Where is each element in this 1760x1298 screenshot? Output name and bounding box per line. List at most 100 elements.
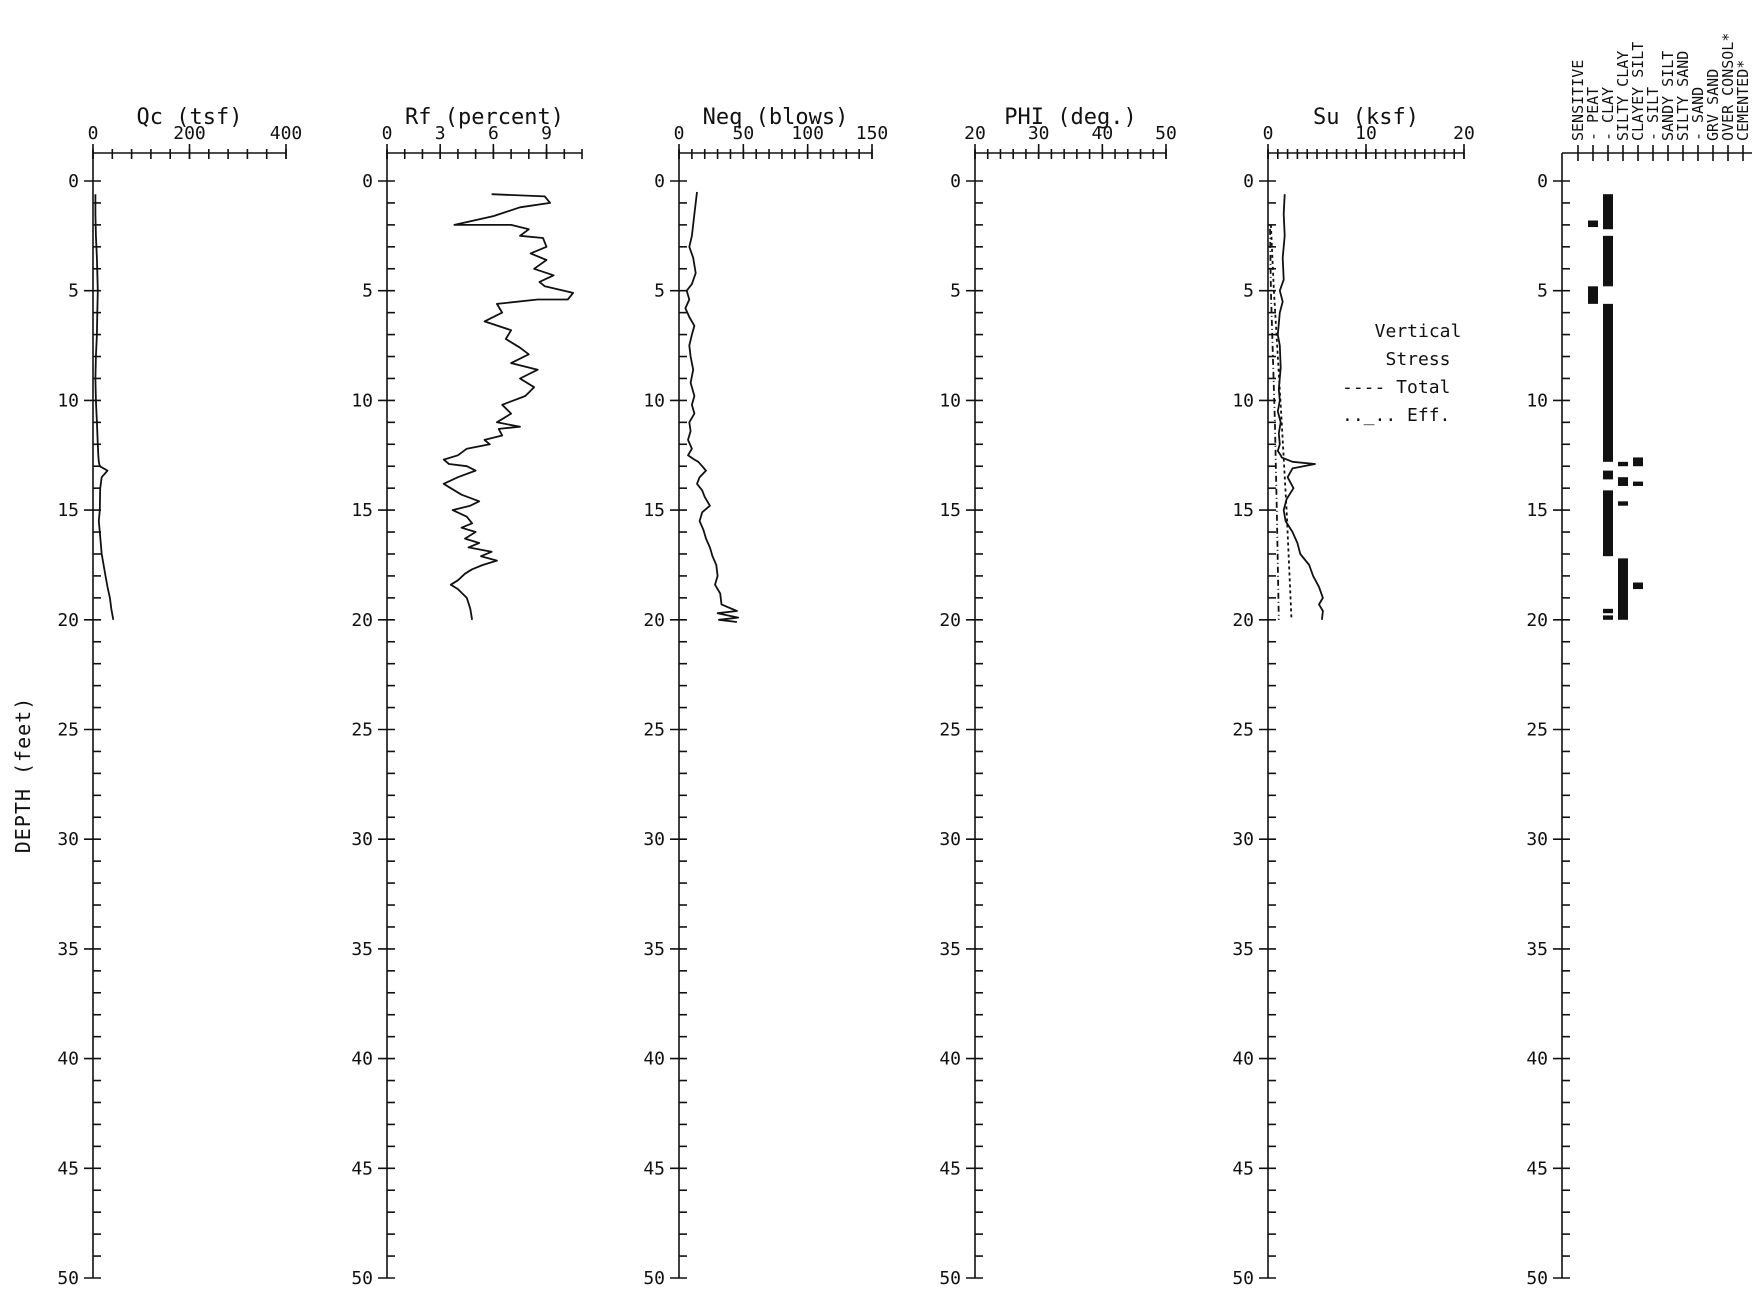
value-tick-label: 400 bbox=[270, 123, 303, 144]
depth-tick-label: 40 bbox=[351, 1049, 373, 1070]
depth-tick-label: 50 bbox=[643, 1268, 665, 1289]
value-tick-label: 50 bbox=[732, 123, 754, 144]
value-tick-label: 100 bbox=[791, 123, 824, 144]
panel-title: Qc (tsf) bbox=[137, 105, 243, 130]
depth-tick-label: 35 bbox=[351, 939, 373, 960]
legend-entry-total: ---- Total bbox=[1342, 377, 1450, 398]
depth-tick-label: 30 bbox=[1232, 829, 1254, 850]
depth-tick-label: 0 bbox=[950, 171, 961, 192]
panel-title: Su (ksf) bbox=[1313, 105, 1419, 130]
depth-tick-label: 45 bbox=[1526, 1158, 1548, 1179]
depth-tick-label: 45 bbox=[57, 1158, 79, 1179]
category-label: OVER CONSOL* bbox=[1719, 33, 1737, 141]
soil-layer-bar bbox=[1588, 220, 1598, 228]
depth-tick-label: 30 bbox=[1526, 829, 1548, 850]
depth-tick-label: 15 bbox=[351, 500, 373, 521]
legend-title-line2: Stress bbox=[1385, 349, 1450, 370]
panel-rf: 0 5 10 15 20 25 30 35 40 45 50 Rf (percent) 0 3 6 9 bbox=[351, 105, 583, 1289]
depth-tick-label: 25 bbox=[939, 720, 961, 741]
depth-tick-label: 20 bbox=[1232, 610, 1254, 631]
depth-tick-label: 10 bbox=[1526, 390, 1548, 411]
depth-tick-label: 10 bbox=[351, 390, 373, 411]
depth-tick-label: 25 bbox=[1232, 720, 1254, 741]
depth-tick-label: 5 bbox=[950, 281, 961, 302]
depth-tick-label: 15 bbox=[1232, 500, 1254, 521]
depth-tick-label: 10 bbox=[57, 390, 79, 411]
category-label: SILTY SAND bbox=[1674, 51, 1692, 141]
value-tick-label: 10 bbox=[1355, 123, 1377, 144]
depth-tick-label: 5 bbox=[1243, 281, 1254, 302]
soil-layer-bar bbox=[1633, 457, 1643, 467]
depth-tick-label: 15 bbox=[1526, 500, 1548, 521]
depth-tick-label: 25 bbox=[1526, 720, 1548, 741]
soil-layer-bar bbox=[1633, 582, 1643, 590]
depth-tick-label: 25 bbox=[351, 720, 373, 741]
depth-tick-label: 40 bbox=[57, 1049, 79, 1070]
value-tick-label: 3 bbox=[435, 123, 446, 144]
depth-tick-label: 10 bbox=[1232, 390, 1254, 411]
category-label: CEMENTED* bbox=[1734, 60, 1752, 141]
soil-layer-bar bbox=[1618, 558, 1628, 620]
panel-title: Rf (percent) bbox=[405, 105, 564, 130]
series-line bbox=[1270, 224, 1293, 620]
depth-tick-label: 50 bbox=[57, 1268, 79, 1289]
value-tick-label: 200 bbox=[173, 123, 206, 144]
depth-tick-label: 15 bbox=[57, 500, 79, 521]
category-label: - SILT bbox=[1644, 87, 1662, 141]
value-tick-label: 40 bbox=[1091, 123, 1113, 144]
category-label: - CLAY bbox=[1599, 87, 1617, 141]
panel-soil: 0 5 10 15 20 25 30 35 40 45 50 SENSITIVE- PEAT- CLA… bbox=[1526, 33, 1752, 1289]
value-tick-label: 150 bbox=[856, 123, 889, 144]
depth-tick-label: 5 bbox=[68, 281, 79, 302]
series-line bbox=[1269, 224, 1280, 620]
value-tick-label: 30 bbox=[1028, 123, 1050, 144]
depth-tick-label: 20 bbox=[57, 610, 79, 631]
depth-tick-label: 40 bbox=[643, 1049, 665, 1070]
depth-tick-label: 20 bbox=[351, 610, 373, 631]
category-label: SENSITIVE bbox=[1569, 60, 1587, 141]
depth-tick-label: 25 bbox=[643, 720, 665, 741]
series-line bbox=[684, 191, 740, 623]
depth-tick-label: 10 bbox=[643, 390, 665, 411]
depth-tick-label: 40 bbox=[939, 1049, 961, 1070]
series-line bbox=[94, 194, 115, 620]
value-tick-label: 20 bbox=[1453, 123, 1475, 144]
series-line bbox=[1276, 194, 1324, 620]
depth-tick-label: 20 bbox=[1526, 610, 1548, 631]
depth-tick-label: 30 bbox=[57, 829, 79, 850]
depth-tick-label: 35 bbox=[1526, 939, 1548, 960]
value-tick-label: 9 bbox=[541, 123, 552, 144]
value-tick-label: 0 bbox=[1263, 123, 1274, 144]
legend-title: Vertical bbox=[1375, 321, 1462, 342]
depth-tick-label: 50 bbox=[351, 1268, 373, 1289]
panel-phi: 0 5 10 15 20 25 30 35 40 45 50 PHI (deg.) 20 30 40 50 bbox=[939, 105, 1177, 1289]
depth-tick-label: 0 bbox=[1243, 171, 1254, 192]
depth-tick-label: 30 bbox=[351, 829, 373, 850]
soil-layer-bar bbox=[1618, 461, 1628, 467]
depth-tick-label: 10 bbox=[939, 390, 961, 411]
depth-tick-label: 30 bbox=[643, 829, 665, 850]
depth-tick-label: 50 bbox=[1232, 1268, 1254, 1289]
category-label: CLAYEY SILT bbox=[1629, 42, 1647, 141]
category-label: - SAND bbox=[1689, 87, 1707, 141]
depth-tick-label: 0 bbox=[68, 171, 79, 192]
category-label: SILTY CLAY bbox=[1614, 51, 1632, 141]
depth-tick-label: 45 bbox=[939, 1158, 961, 1179]
series-line bbox=[442, 193, 574, 620]
value-tick-label: 6 bbox=[488, 123, 499, 144]
soil-layer-bar bbox=[1603, 470, 1613, 480]
depth-tick-label: 30 bbox=[939, 829, 961, 850]
value-tick-label: 0 bbox=[382, 123, 393, 144]
soil-layer-bar bbox=[1603, 615, 1613, 620]
depth-tick-label: 45 bbox=[643, 1158, 665, 1179]
depth-tick-label: 15 bbox=[939, 500, 961, 521]
panel-su: 0 5 10 15 20 25 30 35 40 45 50 Su (ksf) 0 10 20 Vertica… bbox=[1232, 105, 1475, 1289]
panel-title: Neq (blows) bbox=[703, 105, 849, 130]
panel-title: PHI (deg.) bbox=[1004, 105, 1136, 130]
y-axis-label: DEPTH (feet) bbox=[11, 697, 35, 854]
category-label: GRV SAND bbox=[1704, 69, 1722, 141]
category-label: - PEAT bbox=[1584, 87, 1602, 141]
depth-tick-label: 20 bbox=[939, 610, 961, 631]
depth-tick-label: 45 bbox=[1232, 1158, 1254, 1179]
